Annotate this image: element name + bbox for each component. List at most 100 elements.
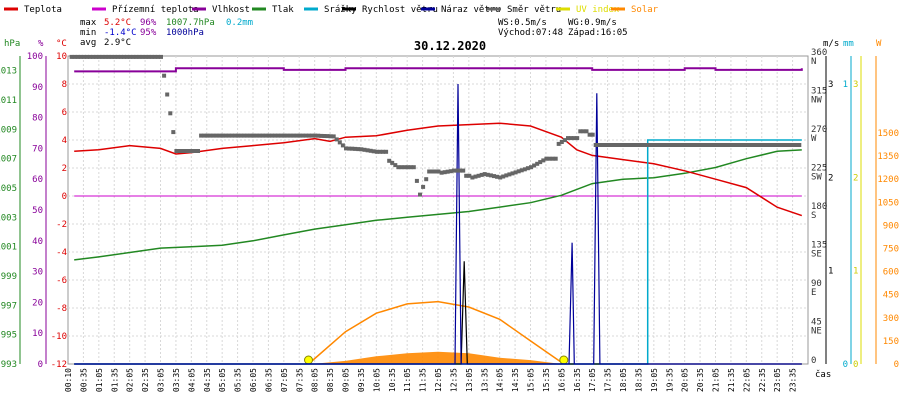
wind-direction-point	[695, 143, 700, 147]
temperature-unit: °C	[56, 39, 67, 49]
wind-direction-point	[356, 147, 361, 152]
wind-direction-point	[125, 54, 130, 59]
wind-direction-point	[276, 133, 281, 138]
x-tick-label: 20:05	[681, 368, 690, 392]
solar-tick: 1200	[877, 175, 899, 185]
pressure-tick: 1001	[0, 243, 17, 253]
wind-direction-point	[738, 143, 743, 147]
wind-direction-point	[778, 143, 783, 147]
plot-area	[69, 54, 803, 365]
temperature-tick: -10	[51, 332, 67, 342]
x-tick-label: 05:35	[234, 368, 243, 392]
wind-direction-point	[442, 170, 447, 175]
wind-direction-point	[374, 149, 379, 154]
wind-direction-point	[334, 137, 339, 142]
sunrise-marker	[304, 355, 313, 365]
wind-direction-point	[677, 143, 681, 147]
wind-direction-point	[251, 133, 256, 138]
wind-direction-point	[143, 54, 148, 59]
wind-direction-point	[223, 133, 228, 138]
wind-direction-point	[522, 167, 527, 172]
x-tick-label: 09:35	[357, 368, 366, 392]
wind-direction-point	[587, 132, 592, 137]
stats-value: 1007.7hPa	[166, 18, 215, 28]
wind-direction-point	[723, 143, 728, 147]
wind-direction-point	[248, 133, 253, 138]
wind-direction-point	[575, 136, 580, 141]
wind-direction-point	[220, 133, 225, 138]
wind-direction-point	[171, 130, 176, 135]
wind-direction-point	[97, 54, 102, 59]
wind-direction-point	[584, 129, 589, 134]
wind-direction-point	[217, 133, 222, 138]
wind-direction-point	[488, 173, 493, 178]
pressure-tick: 1007	[0, 155, 17, 165]
wind-direction-point	[544, 156, 549, 161]
wind-direction-point	[75, 54, 80, 59]
direction-tick: 225	[811, 164, 827, 174]
wind-direction-point	[325, 134, 330, 139]
wind-direction-point	[303, 133, 308, 138]
humidity-line	[74, 67, 803, 73]
wind-direction-point	[205, 133, 210, 138]
humidity-tick: 70	[32, 144, 43, 154]
wind-direction-point	[146, 54, 151, 59]
wind-direction-point	[328, 134, 333, 139]
x-tick-label: 21:35	[727, 368, 736, 392]
wind-direction-point	[473, 174, 478, 179]
stats-value: 2.9°C	[104, 38, 131, 48]
wind-direction-point	[344, 146, 348, 151]
x-tick-label: 17:05	[588, 368, 597, 392]
pressure-tick: 1011	[0, 96, 17, 106]
legend-label: Rychlost větru	[362, 5, 438, 15]
wind-tick: 1	[828, 267, 833, 277]
temperature-tick: 0	[62, 192, 67, 202]
wind-direction-point	[411, 165, 416, 170]
chart-legend: Teplota Přízemní teplota Vlhkost Tlak Srážky…	[4, 5, 659, 15]
wind-direction-point	[615, 143, 620, 147]
sunset-marker	[559, 355, 569, 365]
pressure-tick: 993	[1, 360, 17, 370]
wind-direction-point	[636, 143, 641, 147]
wind-direction-point	[229, 133, 234, 138]
solar-tick: 1350	[877, 152, 899, 162]
x-tick-label: 07:35	[295, 368, 304, 392]
wind-direction-point	[396, 165, 401, 170]
wind-direction-point	[381, 149, 385, 154]
wind-direction-point	[208, 133, 213, 138]
chart-axes: hPa%°C9939959979991001100310051007100910…	[0, 39, 899, 392]
wind-speed-info: WS:0.5m/s	[498, 18, 547, 28]
sunrise-info: Východ:07:48	[498, 28, 563, 38]
wind-direction-point	[556, 141, 561, 146]
humidity-tick: 90	[32, 83, 43, 93]
pressure-unit: hPa	[4, 39, 20, 49]
temperature-tick: 10	[56, 52, 67, 62]
wind-direction-point	[485, 172, 490, 177]
x-axis-label: čas	[815, 369, 831, 380]
wind-direction-point	[402, 165, 407, 170]
wind-direction-point	[405, 165, 410, 170]
wind-direction-point	[399, 165, 404, 170]
wind-direction-point	[340, 143, 345, 148]
wind-direction-point	[744, 143, 749, 147]
wind-direction-point	[464, 173, 469, 178]
wind-direction-point	[162, 73, 167, 78]
direction-label: NE	[811, 327, 822, 337]
wind-direction-point	[769, 143, 774, 147]
x-tick-label: 14:05	[496, 368, 505, 392]
wind-direction-point	[288, 133, 293, 138]
wind-direction-point	[529, 165, 533, 170]
wind-direction-point	[112, 54, 117, 59]
humidity-tick: 10	[32, 329, 43, 339]
wind-direction-point	[649, 143, 654, 147]
x-tick-label: 21:05	[712, 368, 721, 392]
x-tick-label: 08:35	[326, 368, 335, 392]
wind-direction-point	[729, 143, 734, 147]
wind-direction-point	[192, 149, 197, 153]
uv-tick: 0	[853, 360, 858, 370]
direction-label: S	[811, 211, 816, 221]
wind-direction-point	[297, 133, 302, 138]
wind-direction-point	[183, 149, 188, 153]
wind-direction-point	[313, 133, 318, 138]
